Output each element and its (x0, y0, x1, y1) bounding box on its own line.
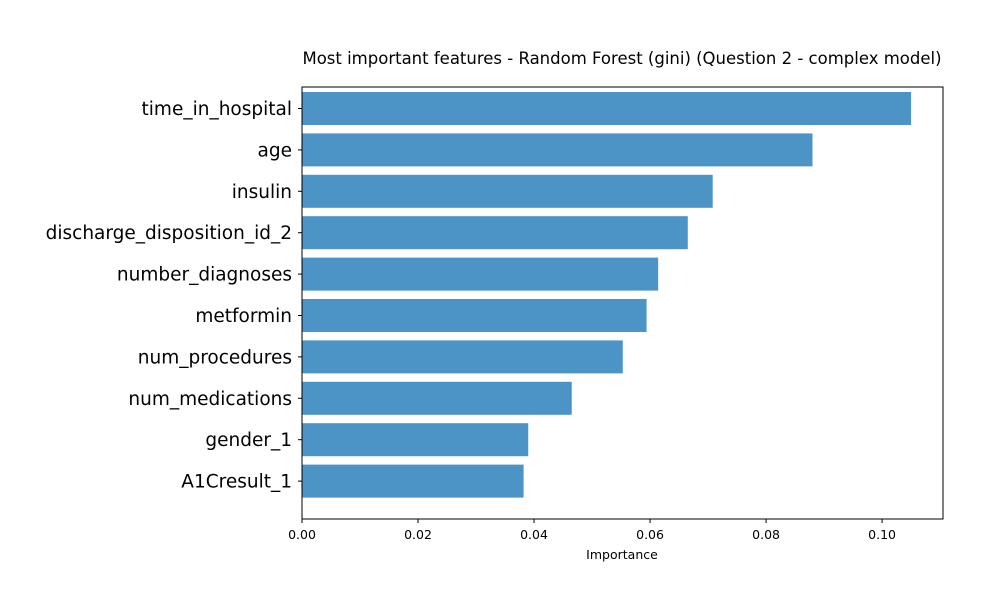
y-tick-label: age (258, 140, 292, 161)
y-tick-label: gender_1 (205, 430, 292, 451)
bar-num_medications (302, 381, 572, 415)
bar-age (302, 133, 813, 167)
x-axis-label: Importance (586, 547, 658, 562)
y-tick-label: A1Cresult_1 (181, 472, 292, 493)
x-tick-label: 0.08 (752, 527, 780, 542)
bar-metformin (302, 299, 647, 332)
x-axis-ticks: 0.00 0.02 0.04 0.06 0.08 0.10 (288, 519, 896, 542)
bar-number_diagnoses (302, 257, 659, 291)
x-tick-label: 0.06 (636, 527, 664, 542)
y-tick-label: num_procedures (138, 347, 292, 368)
bar-num_procedures (302, 340, 623, 374)
y-tick-label: discharge_disposition_id_2 (46, 223, 292, 244)
y-tick-label: num_medications (128, 389, 292, 410)
y-tick-label: number_diagnoses (117, 265, 292, 286)
chart-title: Most important features - Random Forest … (302, 49, 941, 68)
bars-group (302, 92, 912, 498)
bar-insulin (302, 174, 713, 208)
x-tick-label: 0.10 (868, 527, 896, 542)
y-tick-label: metformin (195, 306, 292, 327)
plot-frame (301, 86, 944, 520)
bar-discharge_disposition_id_2 (302, 216, 688, 250)
bar-time_in_hospital (302, 92, 912, 125)
x-tick-label: 0.02 (404, 527, 432, 542)
x-tick-label: 0.00 (288, 527, 316, 542)
x-tick-label: 0.04 (520, 527, 548, 542)
y-tick-label: insulin (232, 182, 292, 203)
y-tick-label: time_in_hospital (142, 99, 292, 120)
bar-A1Cresult_1 (302, 464, 524, 498)
bar-gender_1 (302, 423, 529, 457)
